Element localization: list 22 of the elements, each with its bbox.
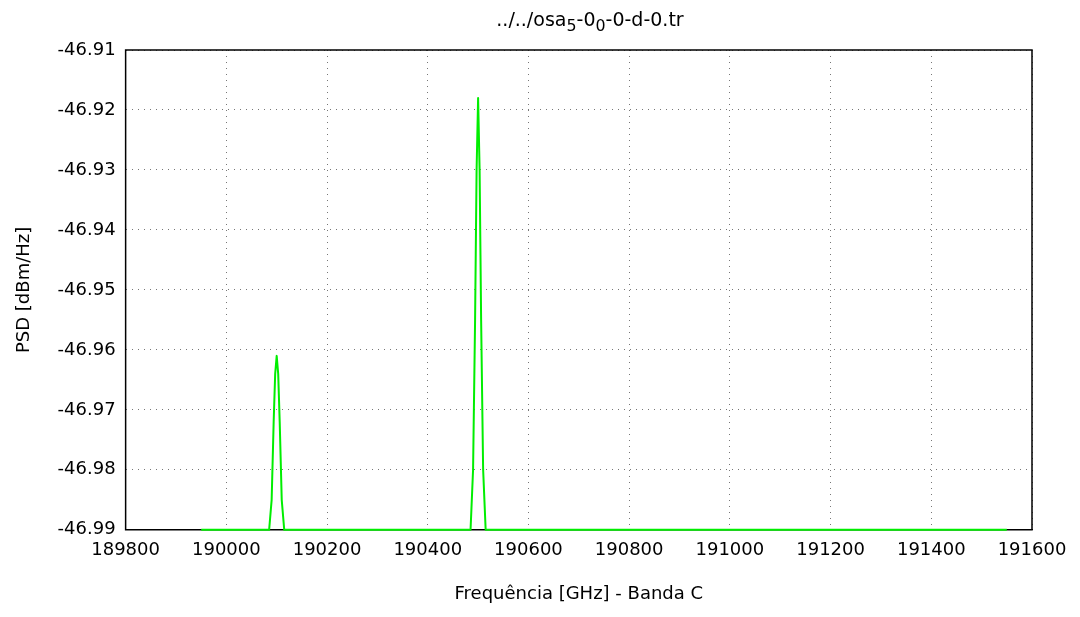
y-axis-title: PSD [dBm/Hz]: [12, 226, 34, 354]
x-tick-label: 190600: [494, 538, 563, 560]
x-tick-label: 190800: [594, 538, 664, 560]
x-tick-label: 191200: [796, 538, 865, 560]
y-tick-label: -46.94: [57, 217, 116, 239]
x-tick-label: 190000: [191, 538, 261, 560]
y-tick-label: -46.95: [57, 277, 116, 299]
x-tick-label: 190200: [292, 538, 362, 560]
x-tick-label: 191400: [896, 538, 966, 560]
y-tick-label: -46.92: [57, 97, 116, 119]
y-tick-label: -46.91: [57, 37, 116, 59]
x-tick-label: 191600: [997, 538, 1067, 560]
y-tick-label: -46.99: [57, 517, 116, 539]
y-tick-label: -46.98: [57, 457, 116, 479]
y-tick-label: -46.96: [57, 337, 116, 359]
y-tick-label: -46.93: [57, 157, 116, 179]
x-axis-title: Frequência [GHz] - Banda C: [454, 581, 704, 603]
x-tick-label: 191000: [695, 538, 765, 560]
y-tick-label: -46.97: [57, 397, 116, 419]
chart-title: ../../osa$_{5}$-0$_{0}$-0-d-0.tr: [495, 8, 685, 35]
x-tick-label: 190400: [393, 538, 463, 560]
x-tick-label: 189800: [91, 538, 160, 560]
